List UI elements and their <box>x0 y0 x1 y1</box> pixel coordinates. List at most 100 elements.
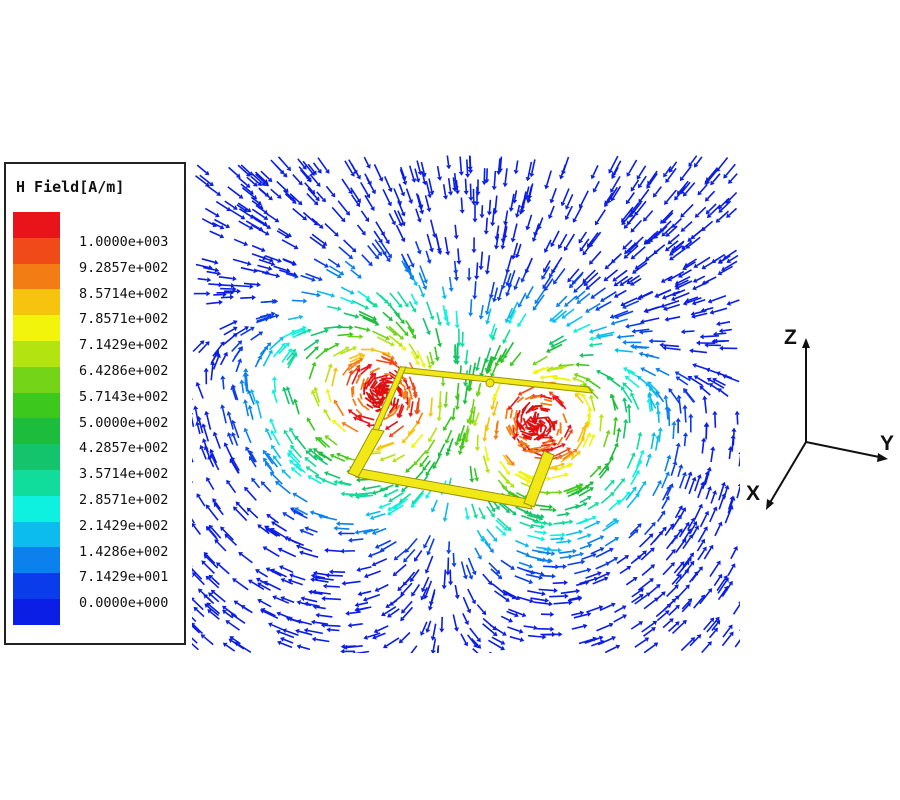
field-arrow <box>666 407 672 427</box>
hotspot-arrow <box>543 416 550 424</box>
field-arrow <box>205 575 220 589</box>
field-arrow <box>196 164 210 176</box>
field-arrow <box>663 303 681 312</box>
y-axis-label: Y <box>880 432 894 455</box>
field-arrow <box>462 613 469 626</box>
field-arrow <box>564 504 580 511</box>
field-arrow <box>257 598 272 608</box>
hotspot-arrow <box>509 409 514 419</box>
field-arrow <box>232 578 249 591</box>
field-arrow <box>508 301 519 320</box>
field-arrow <box>572 205 583 223</box>
field-arrow <box>630 277 642 286</box>
field-arrow <box>630 179 640 192</box>
field-arrow <box>343 312 360 319</box>
field-arrow <box>453 260 459 275</box>
field-arrow <box>567 559 586 566</box>
field-arrow <box>400 582 413 596</box>
field-arrow <box>418 272 428 291</box>
field-arrow <box>641 564 655 577</box>
field-arrow <box>388 325 404 340</box>
field-arrow <box>240 326 255 336</box>
field-arrow <box>558 233 568 250</box>
hotspot-arrow <box>556 436 564 446</box>
field-arrow <box>323 408 332 421</box>
hotspot-arrow <box>531 407 539 412</box>
field-arrow <box>482 424 488 442</box>
field-arrow <box>625 192 635 205</box>
field-arrow <box>474 186 480 206</box>
field-arrow <box>287 578 303 586</box>
field-arrow <box>525 573 543 580</box>
field-arrow <box>504 307 514 324</box>
field-arrow <box>491 327 498 341</box>
field-arrow <box>626 492 640 509</box>
field-arrow <box>530 597 550 603</box>
field-arrow <box>313 448 326 459</box>
field-arrow <box>220 375 226 390</box>
field-arrow <box>341 178 353 195</box>
field-arrow <box>245 220 264 231</box>
field-arrow <box>374 583 389 592</box>
field-arrow <box>289 573 306 581</box>
field-arrow <box>270 528 287 539</box>
field-arrow <box>249 455 257 468</box>
field-arrow <box>499 460 510 476</box>
field-arrow <box>648 338 666 344</box>
field-arrow <box>630 219 642 233</box>
field-arrow <box>261 271 281 279</box>
hotspot-arrow <box>519 429 532 437</box>
hotspot-arrow <box>535 412 540 423</box>
hotspot-arrow <box>514 409 518 419</box>
field-arrow <box>524 257 533 274</box>
x-axis-label: X <box>746 482 760 505</box>
field-arrow <box>233 600 250 612</box>
field-arrow <box>250 214 268 226</box>
field-arrow <box>429 351 435 366</box>
hotspot-arrow <box>516 410 521 418</box>
color-swatch <box>13 495 60 522</box>
field-arrow <box>192 565 203 580</box>
field-arrow <box>301 170 312 182</box>
field-arrow <box>397 210 406 227</box>
field-arrow <box>710 490 717 504</box>
field-arrow <box>223 326 238 336</box>
field-arrow <box>460 561 468 580</box>
field-arrow <box>566 529 584 536</box>
field-arrow <box>674 280 693 290</box>
field-arrow <box>701 641 712 653</box>
field-arrow <box>250 331 264 341</box>
field-arrow <box>204 207 220 218</box>
field-arrow <box>466 268 472 282</box>
field-arrow <box>662 485 671 501</box>
field-arrow <box>299 528 314 536</box>
field-arrow <box>398 183 406 197</box>
field-arrow <box>538 587 558 594</box>
field-arrow <box>205 526 219 541</box>
field-arrow <box>307 187 320 202</box>
field-arrow <box>251 244 266 253</box>
field-arrow <box>290 444 303 459</box>
field-arrow <box>634 258 649 270</box>
field-arrow <box>454 584 460 600</box>
field-arrow <box>192 640 199 651</box>
field-arrow <box>228 166 241 178</box>
field-arrow <box>498 348 508 363</box>
field-arrow <box>445 443 452 457</box>
hotspot-arrow <box>388 403 397 414</box>
field-arrow <box>420 621 428 636</box>
field-arrow <box>383 488 399 498</box>
color-scale-label: 6.4286e+002 <box>79 362 169 379</box>
field-arrow <box>311 389 320 407</box>
field-arrow <box>371 487 389 495</box>
field-arrow <box>586 605 604 613</box>
field-arrow <box>486 528 498 542</box>
field-arrow <box>688 521 698 535</box>
field-arrow <box>362 316 380 326</box>
field-arrow <box>675 376 689 386</box>
field-arrow <box>722 374 740 383</box>
field-arrow <box>718 481 726 501</box>
field-arrow <box>548 335 564 345</box>
field-arrow <box>365 371 375 390</box>
hotspot-arrow <box>377 396 387 408</box>
